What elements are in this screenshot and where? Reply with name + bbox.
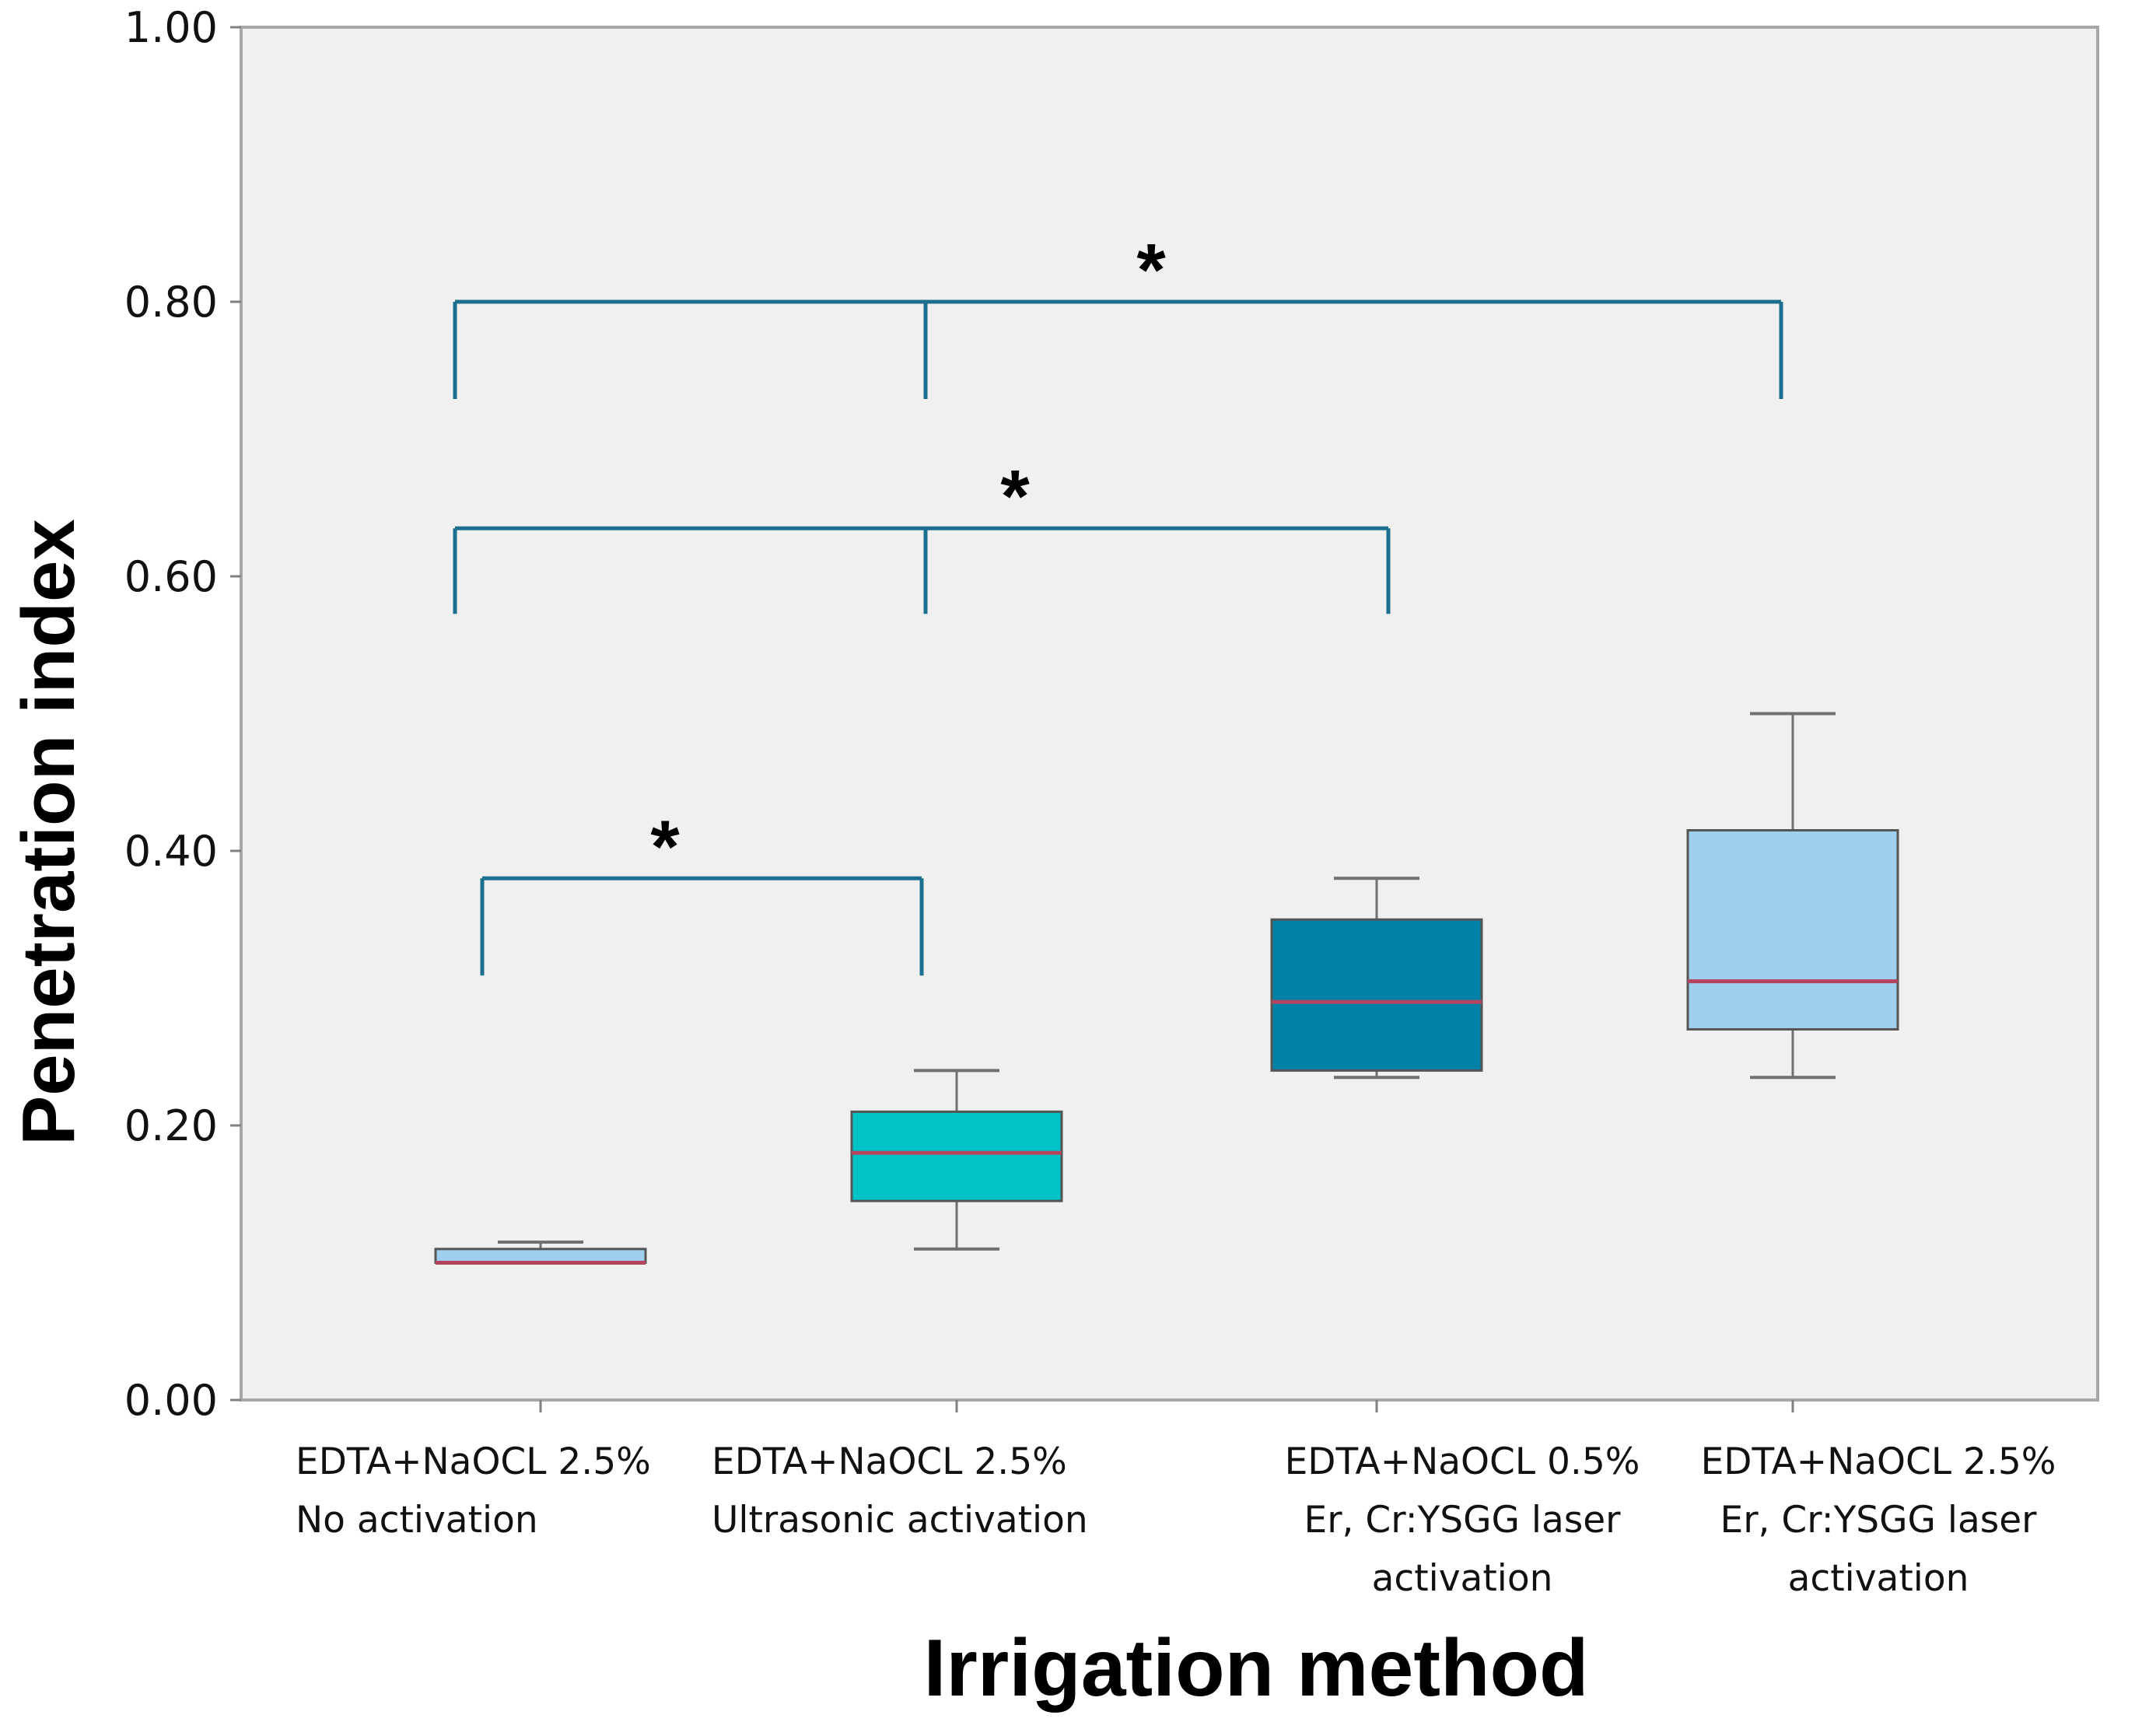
significance-star: * xyxy=(1136,229,1166,312)
y-tick-label: 0.80 xyxy=(124,278,218,327)
y-axis-title: Penetration index xyxy=(7,519,90,1146)
significance-bracket-1: * xyxy=(480,805,924,976)
y-tick-label: 1.00 xyxy=(124,3,218,52)
x-category-label-line: No activation xyxy=(296,1499,538,1542)
x-category-label-line: Er, Cr:YSGG laser xyxy=(1304,1499,1622,1542)
box-3 xyxy=(1270,877,1483,1080)
x-category-label-line: activation xyxy=(1372,1557,1553,1600)
significance-star: * xyxy=(650,805,680,888)
x-category-label-line: EDTA+NaOCL 0.5% xyxy=(1285,1440,1640,1483)
box-4 xyxy=(1686,712,1899,1080)
iqr-box xyxy=(850,1110,1063,1202)
x-axis-title: Irrigation method xyxy=(923,1623,1588,1713)
x-category-label-line: EDTA+NaOCL 2.5% xyxy=(1701,1440,2056,1483)
x-category-label: EDTA+NaOCL 2.5% No activation xyxy=(296,1440,651,1542)
x-category-label: EDTA+NaOCL 2.5% Ultrasonic activation xyxy=(712,1440,1088,1542)
y-tick-label: 0.40 xyxy=(124,827,218,876)
x-category-label-line: Ultrasonic activation xyxy=(712,1499,1088,1542)
box-1 xyxy=(434,1241,647,1265)
y-axis: 0.00 0.20 0.40 0.60 0.80 1.00 xyxy=(124,3,241,1425)
iqr-box xyxy=(1686,829,1899,1031)
x-category-label-line: EDTA+NaOCL 2.5% xyxy=(296,1440,651,1483)
y-tick-label: 0.60 xyxy=(124,552,218,601)
significance-bracket-2: * xyxy=(453,455,1391,614)
iqr-box xyxy=(1270,918,1483,1072)
y-tick-label: 0.20 xyxy=(124,1101,218,1150)
significance-brackets: * * * xyxy=(453,229,1783,976)
significance-star: * xyxy=(1000,455,1030,538)
box-series xyxy=(434,712,1899,1265)
x-category-label-line: EDTA+NaOCL 2.5% xyxy=(712,1440,1067,1483)
x-category-label-line: Er, Cr:YSGG laser xyxy=(1720,1499,2038,1542)
y-tick-label: 0.00 xyxy=(124,1376,218,1425)
x-category-label: EDTA+NaOCL 2.5% Er, Cr:YSGG laser activati… xyxy=(1701,1440,2056,1600)
box-2 xyxy=(850,1069,1063,1251)
iqr-box xyxy=(434,1248,647,1264)
x-category-label-line: activation xyxy=(1788,1557,1969,1600)
x-category-label: EDTA+NaOCL 0.5% Er, Cr:YSGG laser activati… xyxy=(1285,1440,1640,1600)
significance-bracket-3: * xyxy=(453,229,1783,399)
